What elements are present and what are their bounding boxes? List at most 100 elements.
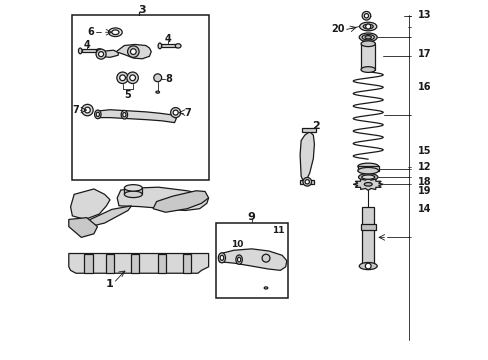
Text: 1: 1 [106, 279, 114, 289]
Polygon shape [82, 49, 98, 52]
Text: 9: 9 [247, 212, 255, 221]
Polygon shape [105, 253, 114, 273]
Ellipse shape [124, 185, 142, 191]
Ellipse shape [96, 112, 99, 117]
Text: 4: 4 [84, 40, 91, 50]
Circle shape [303, 177, 311, 186]
Circle shape [170, 108, 180, 118]
Ellipse shape [94, 110, 101, 119]
Text: 11: 11 [271, 226, 284, 235]
Bar [360, 44, 375, 69]
Ellipse shape [359, 22, 376, 31]
Ellipse shape [175, 44, 181, 48]
Ellipse shape [359, 262, 376, 270]
Bar [362, 207, 373, 266]
Circle shape [129, 75, 135, 81]
Polygon shape [115, 44, 151, 59]
Circle shape [153, 74, 162, 82]
Ellipse shape [218, 253, 225, 263]
Circle shape [96, 49, 106, 59]
Ellipse shape [124, 191, 142, 198]
Text: 8: 8 [164, 74, 171, 84]
Text: 12: 12 [418, 162, 431, 172]
Polygon shape [94, 110, 176, 123]
Polygon shape [300, 180, 314, 184]
Ellipse shape [235, 255, 242, 264]
Text: 6: 6 [88, 27, 94, 37]
Ellipse shape [360, 41, 375, 46]
Ellipse shape [96, 49, 102, 53]
Polygon shape [161, 44, 177, 47]
Bar [72, 15, 208, 180]
Ellipse shape [158, 43, 162, 49]
Circle shape [365, 263, 370, 269]
Ellipse shape [364, 36, 371, 39]
Polygon shape [117, 187, 208, 211]
Circle shape [84, 107, 90, 113]
Circle shape [81, 104, 93, 116]
Ellipse shape [264, 287, 267, 289]
Bar [357, 166, 378, 171]
Ellipse shape [78, 48, 82, 54]
Polygon shape [352, 178, 383, 190]
Ellipse shape [122, 113, 126, 117]
Text: 20: 20 [331, 24, 344, 35]
Ellipse shape [361, 175, 374, 179]
Text: 5: 5 [124, 90, 131, 100]
Polygon shape [84, 253, 93, 273]
Circle shape [365, 24, 370, 29]
Ellipse shape [121, 111, 127, 119]
Polygon shape [300, 132, 314, 184]
Text: 13: 13 [418, 10, 431, 20]
Ellipse shape [237, 257, 240, 262]
Ellipse shape [108, 28, 122, 37]
Circle shape [117, 72, 128, 84]
Circle shape [305, 180, 309, 184]
Text: 3: 3 [139, 5, 146, 15]
Ellipse shape [220, 255, 223, 260]
Text: 7: 7 [72, 105, 79, 115]
Bar [360, 224, 375, 230]
Ellipse shape [358, 174, 377, 181]
Circle shape [99, 51, 103, 57]
Circle shape [127, 46, 139, 57]
Ellipse shape [364, 183, 371, 186]
Polygon shape [99, 50, 118, 57]
Ellipse shape [357, 167, 378, 174]
Circle shape [262, 254, 269, 262]
Circle shape [126, 72, 138, 84]
Polygon shape [301, 128, 316, 132]
Ellipse shape [359, 33, 376, 41]
Text: 16: 16 [418, 82, 431, 92]
Polygon shape [69, 218, 97, 237]
Polygon shape [218, 249, 286, 270]
Polygon shape [70, 189, 110, 220]
Polygon shape [153, 191, 208, 212]
Polygon shape [124, 188, 142, 194]
Ellipse shape [112, 30, 119, 35]
Polygon shape [158, 253, 166, 273]
Circle shape [362, 12, 370, 20]
Text: 17: 17 [418, 49, 431, 59]
Text: 7: 7 [184, 108, 191, 118]
Polygon shape [69, 253, 208, 273]
Text: 10: 10 [231, 240, 243, 249]
Ellipse shape [360, 67, 375, 72]
Circle shape [130, 49, 136, 54]
Text: 19: 19 [418, 186, 431, 196]
Text: 14: 14 [418, 204, 431, 214]
Text: 18: 18 [418, 177, 431, 187]
Text: 2: 2 [311, 121, 319, 131]
Circle shape [120, 75, 125, 81]
Polygon shape [86, 206, 131, 227]
Circle shape [364, 14, 368, 18]
Ellipse shape [363, 24, 372, 29]
Text: 15: 15 [418, 146, 431, 156]
Ellipse shape [156, 91, 159, 93]
Circle shape [173, 110, 178, 115]
Text: 4: 4 [165, 34, 171, 44]
Bar [215, 223, 287, 298]
Polygon shape [183, 253, 191, 273]
Ellipse shape [357, 163, 378, 170]
Polygon shape [131, 253, 139, 273]
